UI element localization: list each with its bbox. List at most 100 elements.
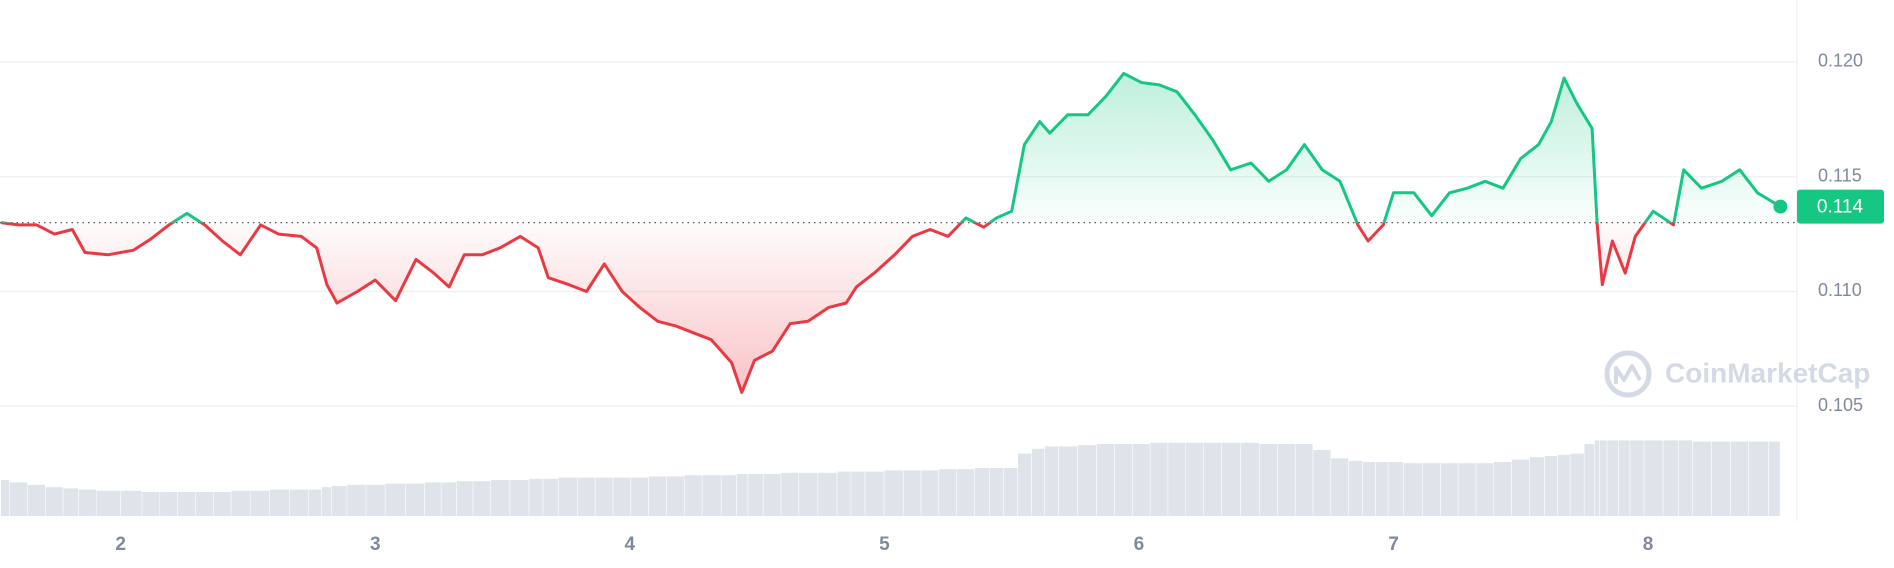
volume-bar <box>956 469 975 516</box>
volume-bar <box>45 487 63 516</box>
volume-bar <box>1004 468 1018 516</box>
volume-bar <box>990 468 1004 516</box>
volume-bar <box>721 475 737 516</box>
volume-bar <box>1295 444 1313 516</box>
watermark-text: CoinMarketCap <box>1665 357 1870 388</box>
volume-bar <box>1599 440 1607 516</box>
volume-bar <box>441 482 457 516</box>
volume-bar <box>510 480 529 516</box>
volume-bar <box>763 474 781 516</box>
volume-bar <box>1440 463 1458 516</box>
volume-bar <box>1644 440 1663 516</box>
volume-bar <box>1150 442 1168 516</box>
volume-bar <box>1663 440 1679 516</box>
volume-bar <box>269 489 290 516</box>
volume-bar <box>1018 453 1032 516</box>
volume-bar <box>78 489 96 516</box>
volume-bar <box>781 472 799 516</box>
volume-bar <box>666 476 684 516</box>
last-point <box>1773 199 1788 214</box>
volume-bar <box>96 490 121 516</box>
volume-bar <box>1277 444 1295 516</box>
volume-bar <box>1077 445 1097 516</box>
x-tick-label: 2 <box>115 534 126 555</box>
y-tick-label: 0.115 <box>1818 165 1862 185</box>
volume-bar <box>405 483 425 516</box>
volume-bar <box>884 470 903 516</box>
volume-bar <box>250 490 269 516</box>
volume-bar <box>385 483 406 516</box>
volume-bar <box>1362 462 1376 516</box>
y-tick-label: 0.105 <box>1818 395 1863 415</box>
volume-bar <box>1557 454 1570 516</box>
volume-bar <box>558 477 578 516</box>
volume-bar <box>851 471 865 516</box>
volume-bar <box>1375 462 1388 516</box>
volume-bar <box>1730 441 1749 516</box>
price-label: 0.114 <box>1817 197 1864 218</box>
volume-bar <box>491 480 510 516</box>
price-line-up <box>0 71 1782 223</box>
volume-bar <box>702 475 721 516</box>
volume-bar <box>473 481 491 516</box>
volume-bar <box>1594 440 1600 516</box>
volume-bar <box>903 470 921 516</box>
volume-bar <box>1584 444 1595 516</box>
x-tick-label: 5 <box>879 534 890 555</box>
volume-bar <box>939 469 957 516</box>
volume-bar <box>331 486 347 516</box>
volume-bar <box>837 471 851 516</box>
volume-bar <box>1529 457 1545 516</box>
volume-bar <box>231 490 250 516</box>
volume-bar <box>1711 441 1731 516</box>
volume-bar <box>1458 463 1476 516</box>
volume-bar <box>366 484 385 516</box>
volume-bar <box>1678 440 1693 516</box>
volume-bar <box>347 484 366 516</box>
volume-bar <box>1032 448 1045 516</box>
volume-bar <box>120 490 142 516</box>
volume-bar <box>1476 463 1494 516</box>
y-tick-label: 0.120 <box>1818 51 1863 71</box>
volume-bar <box>1618 440 1630 516</box>
volume-bar <box>1168 442 1186 516</box>
volume-bar <box>309 489 322 516</box>
volume-bar <box>1114 444 1132 516</box>
volume-bar <box>1044 446 1059 516</box>
volume-bar <box>1494 462 1512 516</box>
volume-bar <box>1692 441 1712 516</box>
volume-bar <box>818 472 837 516</box>
volume-bar <box>195 492 213 516</box>
volume-bar <box>1 480 10 516</box>
volume-bar <box>1058 446 1078 516</box>
price-label-box <box>1797 189 1884 224</box>
x-tick-label: 3 <box>370 534 381 555</box>
volume-bar <box>424 482 441 516</box>
volume-bar <box>1388 462 1404 516</box>
volume-bar <box>1313 450 1331 516</box>
volume-bar <box>1544 456 1558 516</box>
volume-bar <box>1511 459 1530 516</box>
volume-bar <box>1422 463 1441 516</box>
volume-bar <box>921 470 939 516</box>
price-line-down <box>0 222 1676 394</box>
volume-bar <box>1607 440 1619 516</box>
volume-bar <box>613 477 631 516</box>
volume-bar <box>1203 442 1222 516</box>
volume-bar <box>1240 442 1260 516</box>
volume-bar <box>1259 444 1278 516</box>
y-tick-label: 0.110 <box>1818 280 1862 300</box>
x-tick-label: 7 <box>1388 534 1399 555</box>
volume-bar <box>748 474 763 516</box>
area-down <box>1 222 1781 393</box>
volume-bar <box>1132 444 1150 516</box>
volume-bar <box>595 477 613 516</box>
volume-bar <box>160 492 178 516</box>
volume-bar <box>1768 441 1780 516</box>
volume-bar <box>1748 441 1769 516</box>
x-tick-label: 6 <box>1134 534 1145 555</box>
volume-bar <box>1570 453 1584 516</box>
volume-bar <box>1630 440 1644 516</box>
volume-bar <box>1096 444 1115 516</box>
